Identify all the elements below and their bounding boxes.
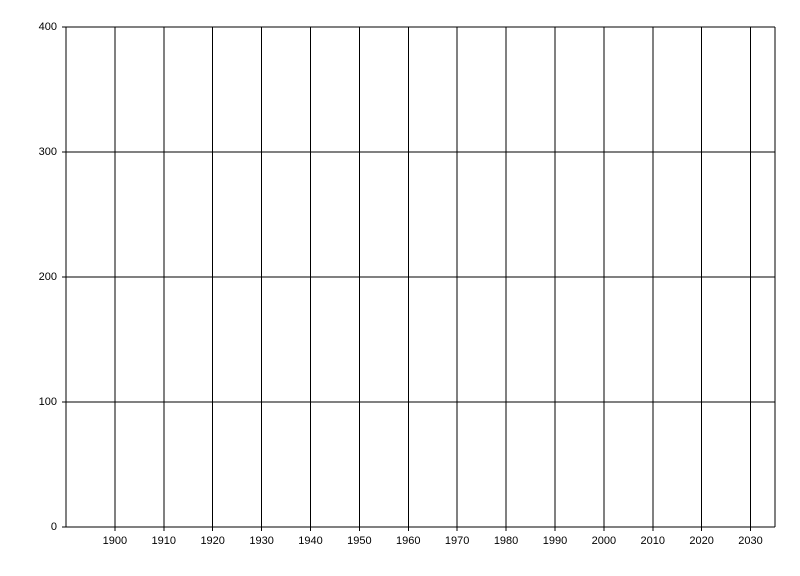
x-tick-label: 1980: [494, 535, 518, 547]
x-tick-label: 1900: [103, 535, 127, 547]
x-tick-label: 1910: [152, 535, 176, 547]
x-tick-label: 1970: [445, 535, 469, 547]
x-tick-label: 1950: [347, 535, 371, 547]
x-tick-label: 2030: [738, 535, 762, 547]
x-tick-label: 1930: [249, 535, 273, 547]
y-tick-label: 300: [39, 146, 57, 158]
y-tick-label: 400: [39, 21, 57, 33]
x-tick-label: 2000: [592, 535, 616, 547]
x-tick-label: 2010: [641, 535, 665, 547]
y-tick-label: 100: [39, 396, 57, 408]
x-tick-label: 2020: [689, 535, 713, 547]
x-tick-label: 1990: [543, 535, 567, 547]
y-tick-label: 0: [51, 521, 57, 533]
x-tick-label: 1940: [298, 535, 322, 547]
x-tick-label: 1960: [396, 535, 420, 547]
y-tick-label: 200: [39, 271, 57, 283]
x-tick-label: 1920: [200, 535, 224, 547]
